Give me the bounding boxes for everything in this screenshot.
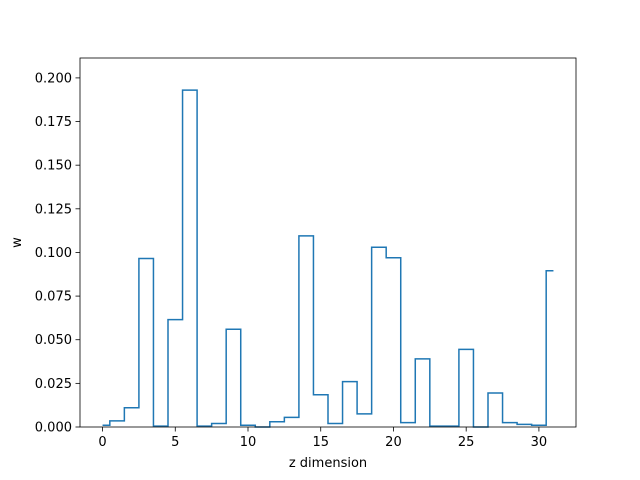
x-tick-label: 20 xyxy=(385,435,402,450)
y-tick-label: 0.000 xyxy=(35,421,72,436)
y-tick-label: 0.100 xyxy=(35,246,72,261)
x-tick-label: 5 xyxy=(171,435,179,450)
y-axis-ticks: 0.000 0.025 0.050 0.075 0.100 0.125 0.150 0.175… xyxy=(35,71,80,436)
x-tick-label: 10 xyxy=(240,435,257,450)
x-axis-ticks: 0 5 10 15 20 25 30 xyxy=(98,427,547,450)
x-tick-label: 25 xyxy=(458,435,475,450)
y-tick-label: 0.175 xyxy=(35,115,72,130)
y-tick-label: 0.150 xyxy=(35,159,72,174)
x-tick-label: 15 xyxy=(312,435,329,450)
x-tick-label: 30 xyxy=(531,435,548,450)
y-axis-label: w xyxy=(10,237,25,248)
x-tick-label: 0 xyxy=(98,435,106,450)
y-tick-label: 0.025 xyxy=(35,377,72,392)
y-tick-label: 0.050 xyxy=(35,333,72,348)
x-axis-label: z dimension xyxy=(289,456,367,471)
y-tick-label: 0.075 xyxy=(35,290,72,305)
y-tick-label: 0.200 xyxy=(35,71,72,86)
y-tick-label: 0.125 xyxy=(35,202,72,217)
plot-frame xyxy=(79,57,577,428)
